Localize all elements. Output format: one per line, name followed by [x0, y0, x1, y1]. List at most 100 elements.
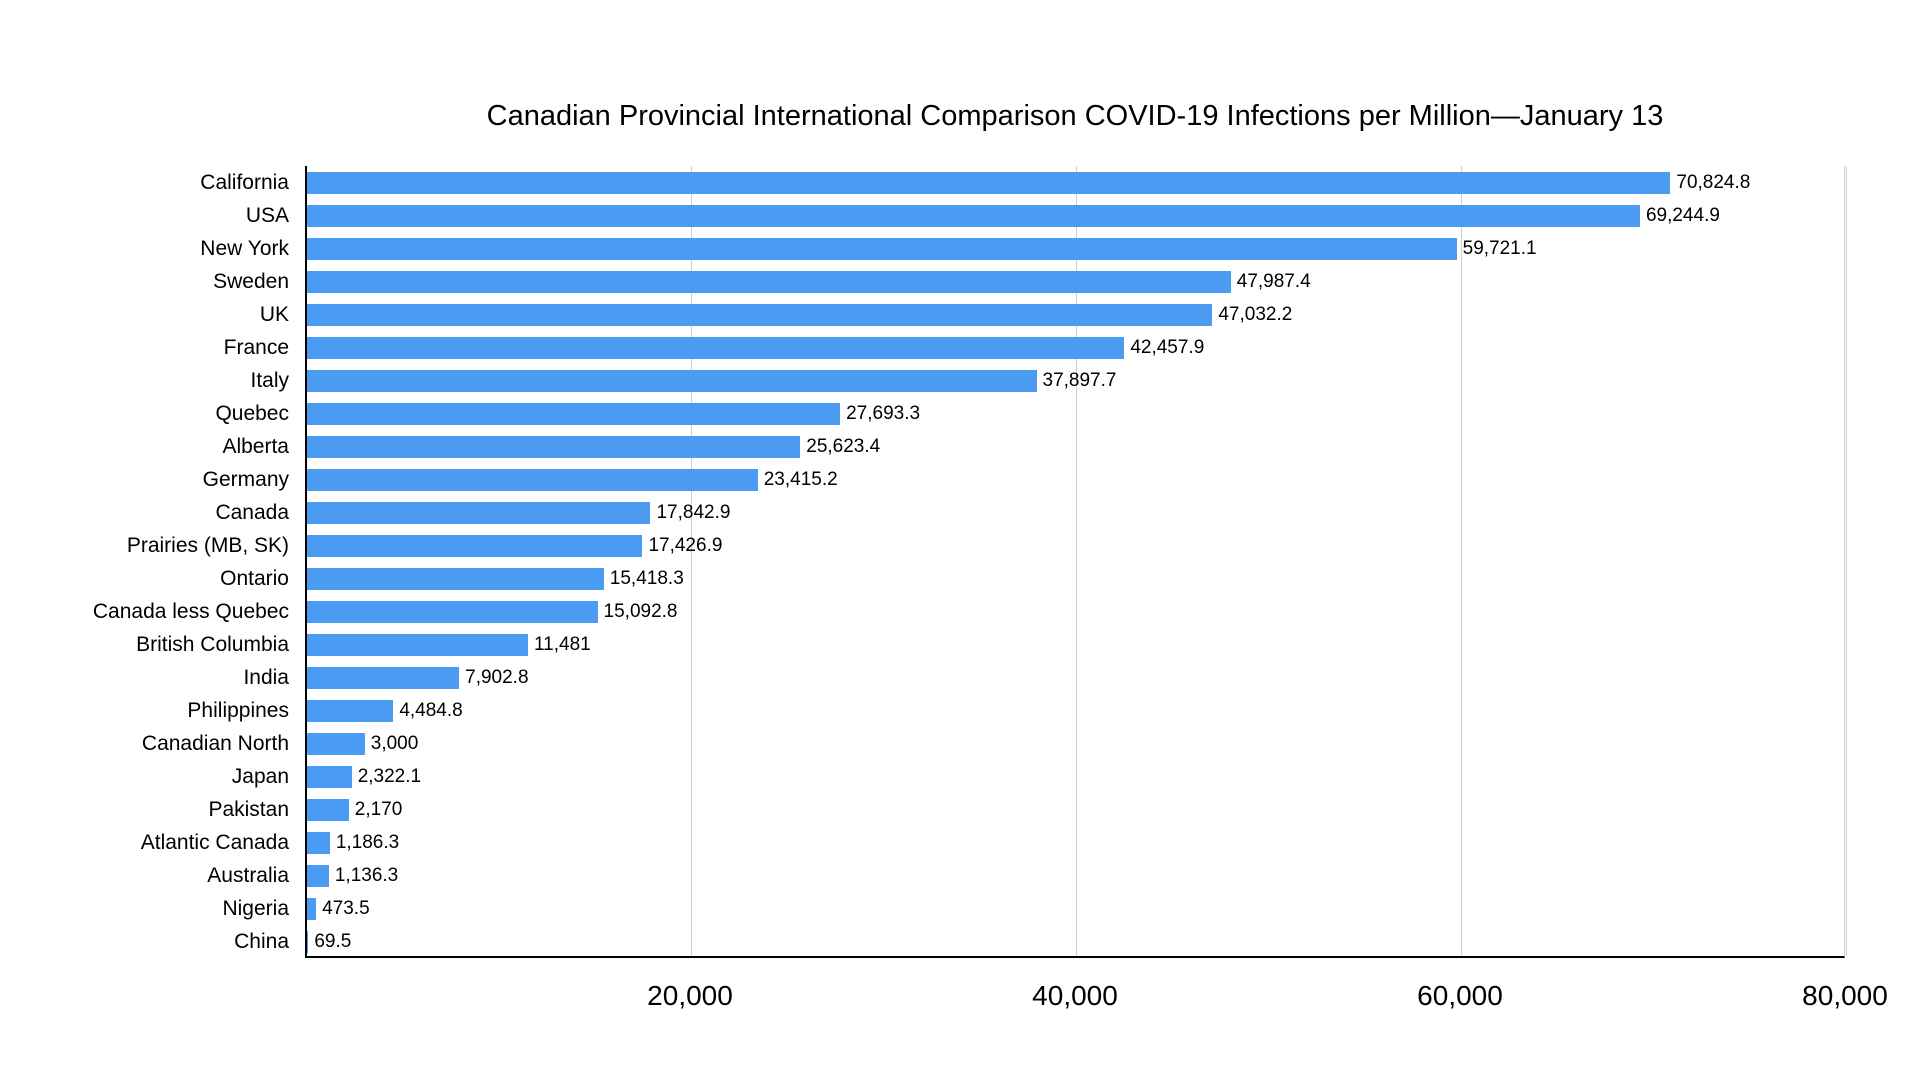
- gridline-20000: [691, 166, 692, 956]
- category-label: Quebec: [215, 402, 289, 425]
- bar-row: 1,186.3: [307, 826, 1844, 859]
- bar-row: 17,426.9: [307, 529, 1844, 562]
- bar-california: [307, 171, 1671, 194]
- bar-row: 3,000: [307, 727, 1844, 760]
- plot-area: 70,824.8 69,244.9 59,721.1 47,987.4 47,032.2…: [305, 166, 1847, 958]
- bar-row: 1,136.3: [307, 859, 1844, 892]
- category-label: Italy: [250, 369, 289, 392]
- bar-canada-less-quebec: [307, 600, 598, 623]
- bar-nigeria: [307, 897, 317, 920]
- category-label: Pakistan: [208, 798, 289, 821]
- category-label: Germany: [202, 468, 289, 491]
- bar-row: 47,987.4: [307, 265, 1844, 298]
- category-label: Japan: [231, 765, 289, 788]
- value-label: 3,000: [370, 733, 419, 754]
- x-tick-label: 60,000: [1417, 980, 1503, 1011]
- bar-row: 2,322.1: [307, 760, 1844, 793]
- x-tick-label: 20,000: [647, 980, 733, 1011]
- value-label: 69.5: [314, 931, 352, 952]
- bar-row: 23,415.2: [307, 463, 1844, 496]
- category-label: India: [243, 666, 289, 689]
- bar-row: 37,897.7: [307, 364, 1844, 397]
- category-label: France: [223, 336, 289, 359]
- category-label: Canada: [215, 501, 289, 524]
- bar-atlantic-canada: [307, 831, 330, 854]
- value-label: 42,457.9: [1130, 337, 1205, 358]
- value-label: 15,092.8: [603, 601, 678, 622]
- value-label: 1,186.3: [335, 832, 400, 853]
- bar-france: [307, 336, 1125, 359]
- bar-india: [307, 666, 460, 689]
- value-label: 59,721.1: [1462, 238, 1537, 259]
- value-label: 17,426.9: [648, 535, 723, 556]
- bar-japan: [307, 765, 352, 788]
- value-label: 2,322.1: [357, 766, 422, 787]
- category-label: Canada less Quebec: [92, 600, 289, 623]
- x-tick-label: 80,000: [1802, 980, 1888, 1011]
- bar-canadian-north: [307, 732, 365, 755]
- value-label: 7,902.8: [465, 667, 529, 688]
- category-label: Canadian North: [141, 732, 289, 755]
- bar-row: 69.5: [307, 925, 1844, 958]
- value-label: 1,136.3: [334, 865, 399, 886]
- value-label: 27,693.3: [846, 403, 921, 424]
- bar-row: 15,418.3: [307, 562, 1844, 595]
- category-label: Ontario: [220, 567, 289, 590]
- category-label: UK: [259, 303, 289, 326]
- category-label: Alberta: [222, 435, 289, 458]
- bar-row: 15,092.8: [307, 595, 1844, 628]
- bar-uk: [307, 303, 1213, 326]
- bar-ontario: [307, 567, 604, 590]
- value-label: 11,481: [534, 634, 591, 655]
- category-label: Atlantic Canada: [140, 831, 289, 854]
- bar-usa: [307, 204, 1640, 227]
- bar-row: 11,481: [307, 628, 1844, 661]
- value-label: 37,897.7: [1042, 370, 1117, 391]
- chart-title: Canadian Provincial International Compar…: [486, 100, 1664, 132]
- value-label: 4,484.8: [399, 700, 463, 721]
- bar-row: 70,824.8: [307, 166, 1844, 199]
- category-label: Sweden: [213, 270, 289, 293]
- value-label: 17,842.9: [656, 502, 731, 523]
- category-label: Australia: [207, 864, 289, 887]
- value-label: 47,987.4: [1236, 271, 1311, 292]
- gridline-80000: [1846, 166, 1847, 956]
- category-label: China: [234, 930, 289, 953]
- bar-row: 4,484.8: [307, 694, 1844, 727]
- value-label: 473.5: [322, 898, 370, 919]
- bar-sweden: [307, 270, 1231, 293]
- bar-philippines: [307, 699, 394, 722]
- value-label: 15,418.3: [609, 568, 684, 589]
- bar-row: 2,170: [307, 793, 1844, 826]
- bar-british-columbia: [307, 633, 528, 656]
- value-label: 2,170: [354, 799, 403, 820]
- bar-row: 7,902.8: [307, 661, 1844, 694]
- bar-quebec: [307, 402, 841, 425]
- bar-china: [307, 930, 309, 953]
- bar-row: 25,623.4: [307, 430, 1844, 463]
- bar-row: 59,721.1: [307, 232, 1844, 265]
- category-label: Nigeria: [222, 897, 289, 920]
- category-label: Philippines: [187, 699, 289, 722]
- bar-italy: [307, 369, 1037, 392]
- bar-prairies-mb-sk-: [307, 534, 643, 557]
- value-label: 70,824.8: [1676, 172, 1751, 193]
- category-label: British Columbia: [136, 633, 289, 656]
- bar-pakistan: [307, 798, 349, 821]
- category-label: Prairies (MB, SK): [126, 534, 289, 557]
- bar-alberta: [307, 435, 801, 458]
- bar-new-york: [307, 237, 1457, 260]
- x-tick-label: 40,000: [1032, 980, 1118, 1011]
- category-label: USA: [245, 204, 289, 227]
- value-label: 69,244.9: [1645, 205, 1720, 226]
- category-label: New York: [200, 237, 289, 260]
- gridline-40000: [1076, 166, 1077, 956]
- bar-row: 42,457.9: [307, 331, 1844, 364]
- value-label: 47,032.2: [1218, 304, 1293, 325]
- bar-canada: [307, 501, 651, 524]
- bar-row: 47,032.2: [307, 298, 1844, 331]
- gridline-60000: [1461, 166, 1462, 956]
- bar-row: 17,842.9: [307, 496, 1844, 529]
- value-label: 25,623.4: [806, 436, 881, 457]
